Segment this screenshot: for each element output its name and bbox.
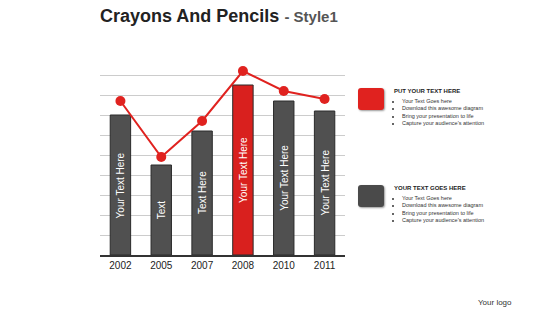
svg-text:2010: 2010 (273, 260, 296, 271)
svg-text:Your Text Here: Your Text Here (320, 150, 331, 216)
html-text:Bring your presentation to lif: Bring your presentation to life (402, 112, 474, 119)
svg-text:Your Text Here: Your Text Here (238, 137, 249, 203)
html-text:Your Text Goes here: Your Text Goes here (402, 98, 452, 104)
svg-text:2002: 2002 (109, 260, 132, 271)
svg-text:Text Here: Text Here (197, 171, 208, 214)
svg-text:2005: 2005 (150, 260, 173, 271)
html-text:Download this awesome diagram: Download this awesome diagram (402, 105, 483, 112)
html-text:Your logo: Your logo (478, 298, 512, 307)
svg-text:2011: 2011 (314, 260, 336, 271)
html-text:Capture your audience's attent: Capture your audience's attention (402, 217, 485, 224)
html-text:Capture your audience's attent: Capture your audience's attention (402, 120, 485, 127)
html-text:Download this awesome diagram: Download this awesome diagram (402, 202, 483, 209)
svg-text:2008: 2008 (232, 260, 255, 271)
svg-text:Text: Text (156, 201, 167, 220)
svg-text:Your Text Here: Your Text Here (279, 145, 290, 211)
svg-text:Your Text Here: Your Text Here (115, 152, 126, 218)
html-text:Crayons And Pencils - Style1: Crayons And Pencils - Style1 (100, 6, 338, 26)
svg-text:2007: 2007 (191, 260, 214, 271)
html-text:YOUR TEXT GOES HERE: YOUR TEXT GOES HERE (394, 185, 466, 191)
html-text:Bring your presentation to lif: Bring your presentation to life (402, 209, 474, 216)
html-text:Your Text Goes here: Your Text Goes here (402, 195, 452, 201)
html-text:PUT YOUR TEXT HERE: PUT YOUR TEXT HERE (394, 88, 461, 94)
